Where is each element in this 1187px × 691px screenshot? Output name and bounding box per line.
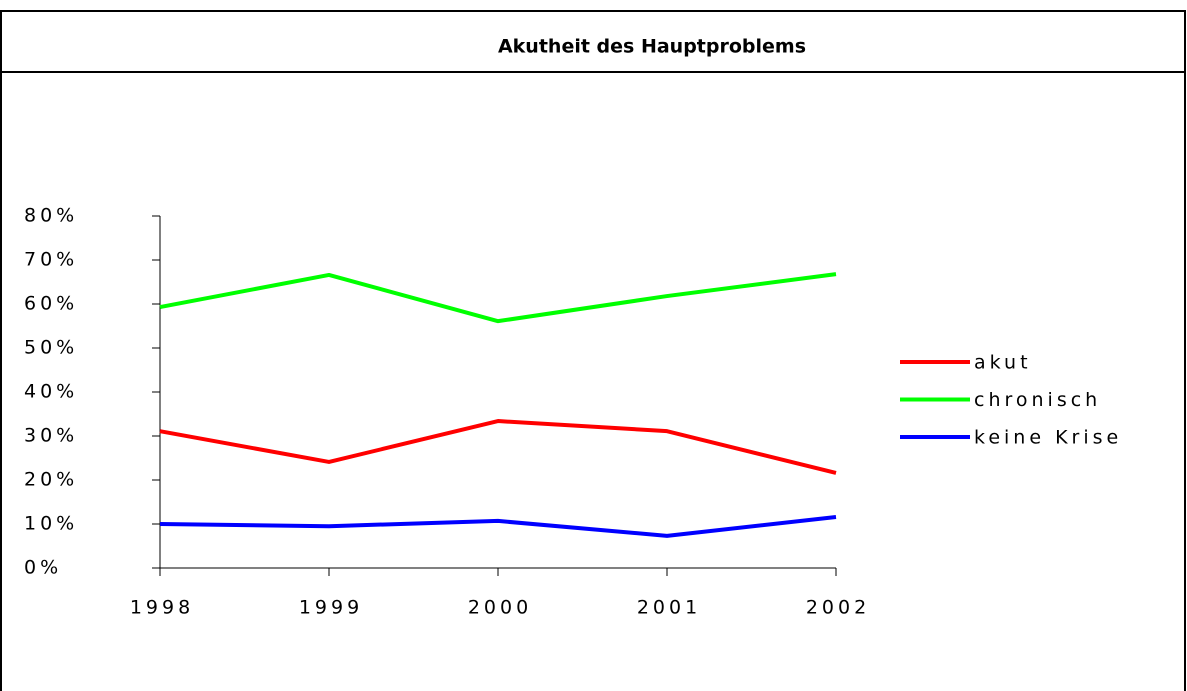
- y-tick-label: 40%: [24, 381, 78, 403]
- y-tick-label: 30%: [24, 425, 78, 447]
- y-tick-label: 60%: [24, 293, 78, 315]
- y-tick-label: 70%: [24, 249, 78, 271]
- frame: [0, 10, 1186, 691]
- legend-label: chronisch: [974, 389, 1101, 411]
- x-tick-label: 2000: [468, 597, 532, 619]
- x-tick-label: 1999: [299, 597, 363, 619]
- legend-label: akut: [974, 352, 1032, 374]
- x-tick-label: 2001: [637, 597, 701, 619]
- line-series: [159, 272, 837, 324]
- y-tick-label: 0%: [24, 557, 62, 579]
- line-series: [159, 514, 837, 538]
- x-tick-label: 1998: [130, 597, 194, 619]
- legend-label: keine Krise: [974, 427, 1122, 449]
- y-tick-label: 50%: [24, 337, 78, 359]
- x-tick-label: 2002: [806, 597, 870, 619]
- y-tick-label: 20%: [24, 469, 78, 491]
- line-series: [159, 419, 837, 475]
- chart-title: Akutheit des Hauptproblems: [498, 36, 806, 58]
- y-tick-label: 80%: [24, 205, 78, 227]
- y-tick-label: 10%: [24, 513, 78, 535]
